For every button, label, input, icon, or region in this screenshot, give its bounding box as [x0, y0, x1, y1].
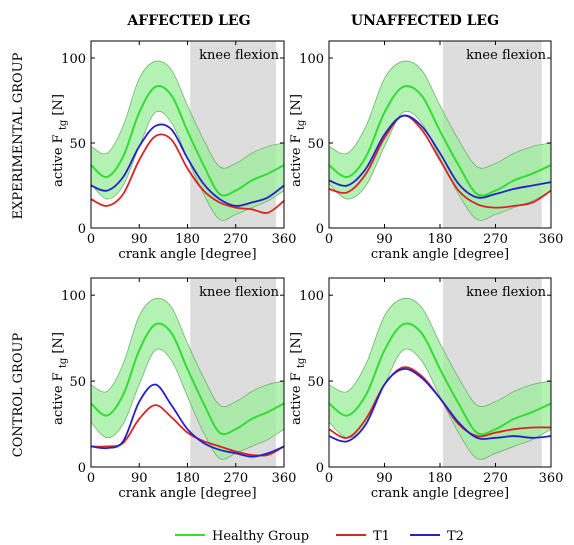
healthy-band-upper: [329, 297, 551, 407]
x-tick-label: 360: [272, 232, 297, 247]
series-line-t2: [91, 123, 284, 207]
x-tick-label: 90: [376, 232, 393, 247]
series-line-t2: [91, 383, 284, 458]
y-axis-label-unit: [N]: [289, 332, 304, 358]
plot-area: [329, 297, 551, 460]
panel-control-unaffected: 0 90 180 270 360 0 50 100 crank angle [degree] ac…: [289, 277, 564, 501]
y-tick-label: 100: [299, 52, 324, 67]
series-line-t1: [91, 404, 284, 457]
x-tick-label: 90: [131, 471, 148, 486]
x-tick-label: 0: [87, 232, 95, 247]
panel-experimental-affected: 0 90 180 270 360 0 50 100 crank angle [degree] ac…: [51, 40, 297, 262]
x-tick-label: 180: [428, 471, 453, 486]
column-title-unaffected: UNAFFECTED LEG: [351, 13, 499, 29]
plot-area: [91, 60, 284, 221]
y-axis-label-subscript: tg: [296, 119, 307, 130]
healthy-band-upper: [91, 297, 284, 407]
x-tick-label: 270: [483, 471, 508, 486]
y-axis-label-subscript: tg: [296, 357, 307, 368]
y-tick-label: 0: [316, 222, 324, 237]
y-tick-label: 100: [299, 289, 324, 304]
x-tick-label: 180: [175, 232, 200, 247]
series-line-t1: [91, 133, 284, 214]
y-axis-label-main: active F: [51, 130, 66, 187]
x-tick-label: 90: [131, 232, 148, 247]
x-tick-label: 270: [483, 232, 508, 247]
y-axis-label-subscript: tg: [58, 357, 69, 368]
knee-flexion-label: knee flexion: [466, 48, 546, 63]
column-title-affected: AFFECTED LEG: [126, 13, 250, 29]
y-tick-label: 0: [78, 461, 86, 476]
legend-label-t1: T1: [373, 529, 390, 544]
x-tick-label: 0: [87, 471, 95, 486]
x-tick-label: 270: [223, 471, 248, 486]
knee-flexion-label: knee flexion: [466, 285, 546, 300]
y-axis-label: active F tg [N]: [51, 94, 69, 187]
x-axis-label: crank angle [degree]: [371, 486, 509, 501]
y-axis-label-unit: [N]: [51, 332, 66, 358]
series-line-t2: [329, 368, 551, 443]
y-axis-label-subscript: tg: [58, 119, 69, 130]
y-tick-label: 50: [69, 137, 86, 152]
x-tick-label: 180: [428, 232, 453, 247]
x-tick-label: 360: [539, 232, 564, 247]
row-title-experimental: EXPERIMENTAL GROUP: [11, 52, 26, 219]
healthy-band-upper: [91, 60, 284, 169]
y-axis-label-unit: [N]: [289, 94, 304, 120]
series-line-t1: [329, 114, 551, 209]
x-axis-label: crank angle [degree]: [118, 247, 256, 262]
y-tick-label: 0: [78, 222, 86, 237]
healthy-band: [91, 298, 284, 460]
y-axis-label-main: active F: [289, 130, 304, 187]
knee-flexion-label: knee flexion: [199, 285, 279, 300]
x-axis-label: crank angle [degree]: [118, 486, 256, 501]
x-tick-label: 270: [223, 232, 248, 247]
series-line-healthy-group: [329, 322, 551, 436]
y-tick-label: 50: [69, 375, 86, 390]
knee-flexion-label: knee flexion: [199, 48, 279, 63]
y-axis-label-main: active F: [51, 368, 66, 425]
panel-control-affected: 0 90 180 270 360 0 50 100 crank angle [degree] ac…: [51, 277, 297, 501]
plot-area: [329, 60, 551, 221]
series-line-healthy-group: [91, 322, 284, 436]
legend-label-healthy: Healthy Group: [212, 529, 309, 544]
healthy-band-upper: [329, 60, 551, 169]
healthy-band: [329, 298, 551, 460]
series-line-healthy-group: [329, 84, 551, 197]
series-line-healthy-group: [91, 85, 284, 197]
y-tick-label: 0: [316, 461, 324, 476]
y-axis-label: active F tg [N]: [51, 332, 69, 425]
plot-area: [91, 297, 284, 460]
y-axis-label: active F tg [N]: [289, 94, 307, 187]
x-axis-label: crank angle [degree]: [371, 247, 509, 262]
healthy-band: [329, 61, 551, 221]
x-tick-label: 360: [272, 471, 297, 486]
x-tick-label: 180: [175, 471, 200, 486]
x-tick-label: 90: [376, 471, 393, 486]
y-axis-label-main: active F: [289, 368, 304, 425]
y-tick-label: 100: [61, 289, 86, 304]
panel-experimental-unaffected: 0 90 180 270 360 0 50 100 crank angle [degree] ac…: [289, 40, 564, 262]
legend: Healthy Group T1 T2: [175, 529, 464, 544]
y-axis-label: active F tg [N]: [289, 332, 307, 425]
y-tick-label: 50: [307, 137, 324, 152]
y-axis-label-unit: [N]: [51, 94, 66, 120]
x-tick-label: 0: [325, 471, 333, 486]
y-tick-label: 50: [307, 375, 324, 390]
panels: 0 90 180 270 360 0 50 100 crank angle [degree] ac…: [51, 40, 564, 501]
x-tick-label: 360: [539, 471, 564, 486]
series-line-t2: [329, 114, 551, 199]
row-title-control: CONTROL GROUP: [11, 333, 26, 458]
y-tick-label: 100: [61, 52, 86, 67]
x-tick-label: 0: [325, 232, 333, 247]
healthy-band-lower: [91, 348, 284, 460]
healthy-band: [91, 61, 284, 221]
legend-label-t2: T2: [447, 529, 464, 544]
